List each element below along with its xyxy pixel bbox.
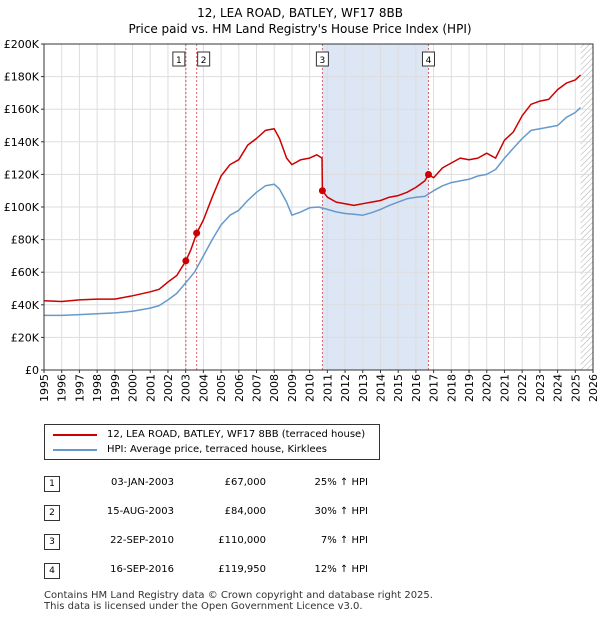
sale-date: 16-SEP-2016 [110,564,174,575]
x-tick-label: 2018 [445,374,458,402]
sale-label-text: 2 [201,56,207,66]
x-tick-label: 2006 [233,374,246,402]
sale-hpi-change: 7% ↑ HPI [320,535,368,546]
y-tick-label: £20K [11,331,40,344]
x-tick-label: 2001 [144,374,157,402]
x-tick-label: 2002 [162,374,175,402]
sale-label-box [197,51,211,67]
sale-date: 03-JAN-2003 [110,477,174,488]
x-tick-label: 2025 [569,374,582,402]
hpi-line [44,107,582,317]
x-tick-label: 1997 [73,374,86,402]
y-tick-label: £80K [11,234,40,247]
x-tick-label: 1995 [38,374,51,402]
price-chart: 1 2 3 4 £0 £20K £40K £60K £80K £100K £120K £140K £1… [4,38,600,402]
sale-label-box [421,51,435,67]
y-tick-label: £60K [11,266,40,279]
x-tick-label: 2021 [498,374,511,402]
sale-price: £67,000 [224,477,266,488]
legend-swatch-property [53,434,97,436]
sale-price: £84,000 [224,506,266,517]
sale-price: £110,000 [218,535,266,546]
y-tick-label: £200K [4,38,40,51]
sale-label-text: 1 [176,56,182,66]
x-tick-label: 2013 [357,374,370,402]
x-tick-label: 2023 [534,374,547,402]
x-tick-label: 2007 [251,374,264,402]
x-tick-label: 2009 [286,374,299,402]
x-tick-label: 2008 [268,374,281,402]
sale-label-text: 3 [320,56,326,66]
x-tick-label: 2010 [304,374,317,402]
y-tick-label: £100K [4,201,40,214]
legend-label-property: 12, LEA ROAD, BATLEY, WF17 8BB (terraced… [107,429,366,440]
sale-label-text: 4 [426,56,432,66]
sale-number-badge: 1 [44,476,60,492]
y-tick-label: £140K [4,136,40,149]
sale-point [182,257,190,265]
x-tick-label: 2011 [321,374,334,402]
x-tick-label: 2024 [552,374,565,402]
y-tick-label: £180K [4,71,40,84]
sale-number-badge: 2 [44,505,60,521]
y-tick-label: £160K [4,103,40,116]
y-tick-label: £120K [4,168,40,181]
chart-legend: 12, LEA ROAD, BATLEY, WF17 8BB (terraced… [44,424,380,460]
legend-swatch-hpi [53,449,97,451]
sale-date: 22-SEP-2010 [110,535,174,546]
x-tick-label: 2000 [127,374,140,402]
x-tick-label: 2022 [516,374,529,402]
y-tick-label: £0 [25,364,39,377]
footer-notice: Contains HM Land Registry data © Crown c… [44,590,433,612]
x-tick-label: 2020 [481,374,494,402]
sale-number-badge: 3 [44,534,60,550]
sale-hpi-change: 30% ↑ HPI [314,506,368,517]
sale-date: 15-AUG-2003 [106,506,174,517]
footer-copyright: Contains HM Land Registry data © Crown c… [44,590,433,601]
sale-number-badge: 4 [44,563,60,579]
legend-label-hpi: HPI: Average price, terraced house, Kirk… [107,444,328,455]
x-tick-label: 2005 [215,374,228,402]
x-tick-label: 1999 [109,374,122,402]
x-tick-label: 1998 [91,374,104,402]
chart-subtitle: Price paid vs. HM Land Registry's House … [128,22,472,36]
x-tick-label: 2017 [428,374,441,402]
sale-label-box [172,51,186,67]
x-tick-label: 2004 [197,374,210,402]
sale-point [424,170,432,178]
x-tick-label: 1996 [56,374,69,402]
y-tick-label: £40K [11,299,40,312]
chart-title: 12, LEA ROAD, BATLEY, WF17 8BB [197,6,403,20]
sale-point [318,187,326,195]
x-tick-label: 2012 [339,374,352,402]
sale-price: £119,950 [218,564,266,575]
x-tick-label: 2026 [587,374,600,402]
sale-hpi-change: 12% ↑ HPI [314,564,368,575]
footer-licence: This data is licensed under the Open Gov… [44,601,363,612]
x-tick-label: 2016 [410,374,423,402]
x-tick-label: 2015 [392,374,405,402]
x-tick-label: 2019 [463,374,476,402]
sale-hpi-change: 25% ↑ HPI [314,477,368,488]
sale-point [193,229,201,237]
x-tick-label: 2003 [180,374,193,402]
sale-label-box [315,51,329,67]
x-tick-label: 2014 [374,374,387,402]
